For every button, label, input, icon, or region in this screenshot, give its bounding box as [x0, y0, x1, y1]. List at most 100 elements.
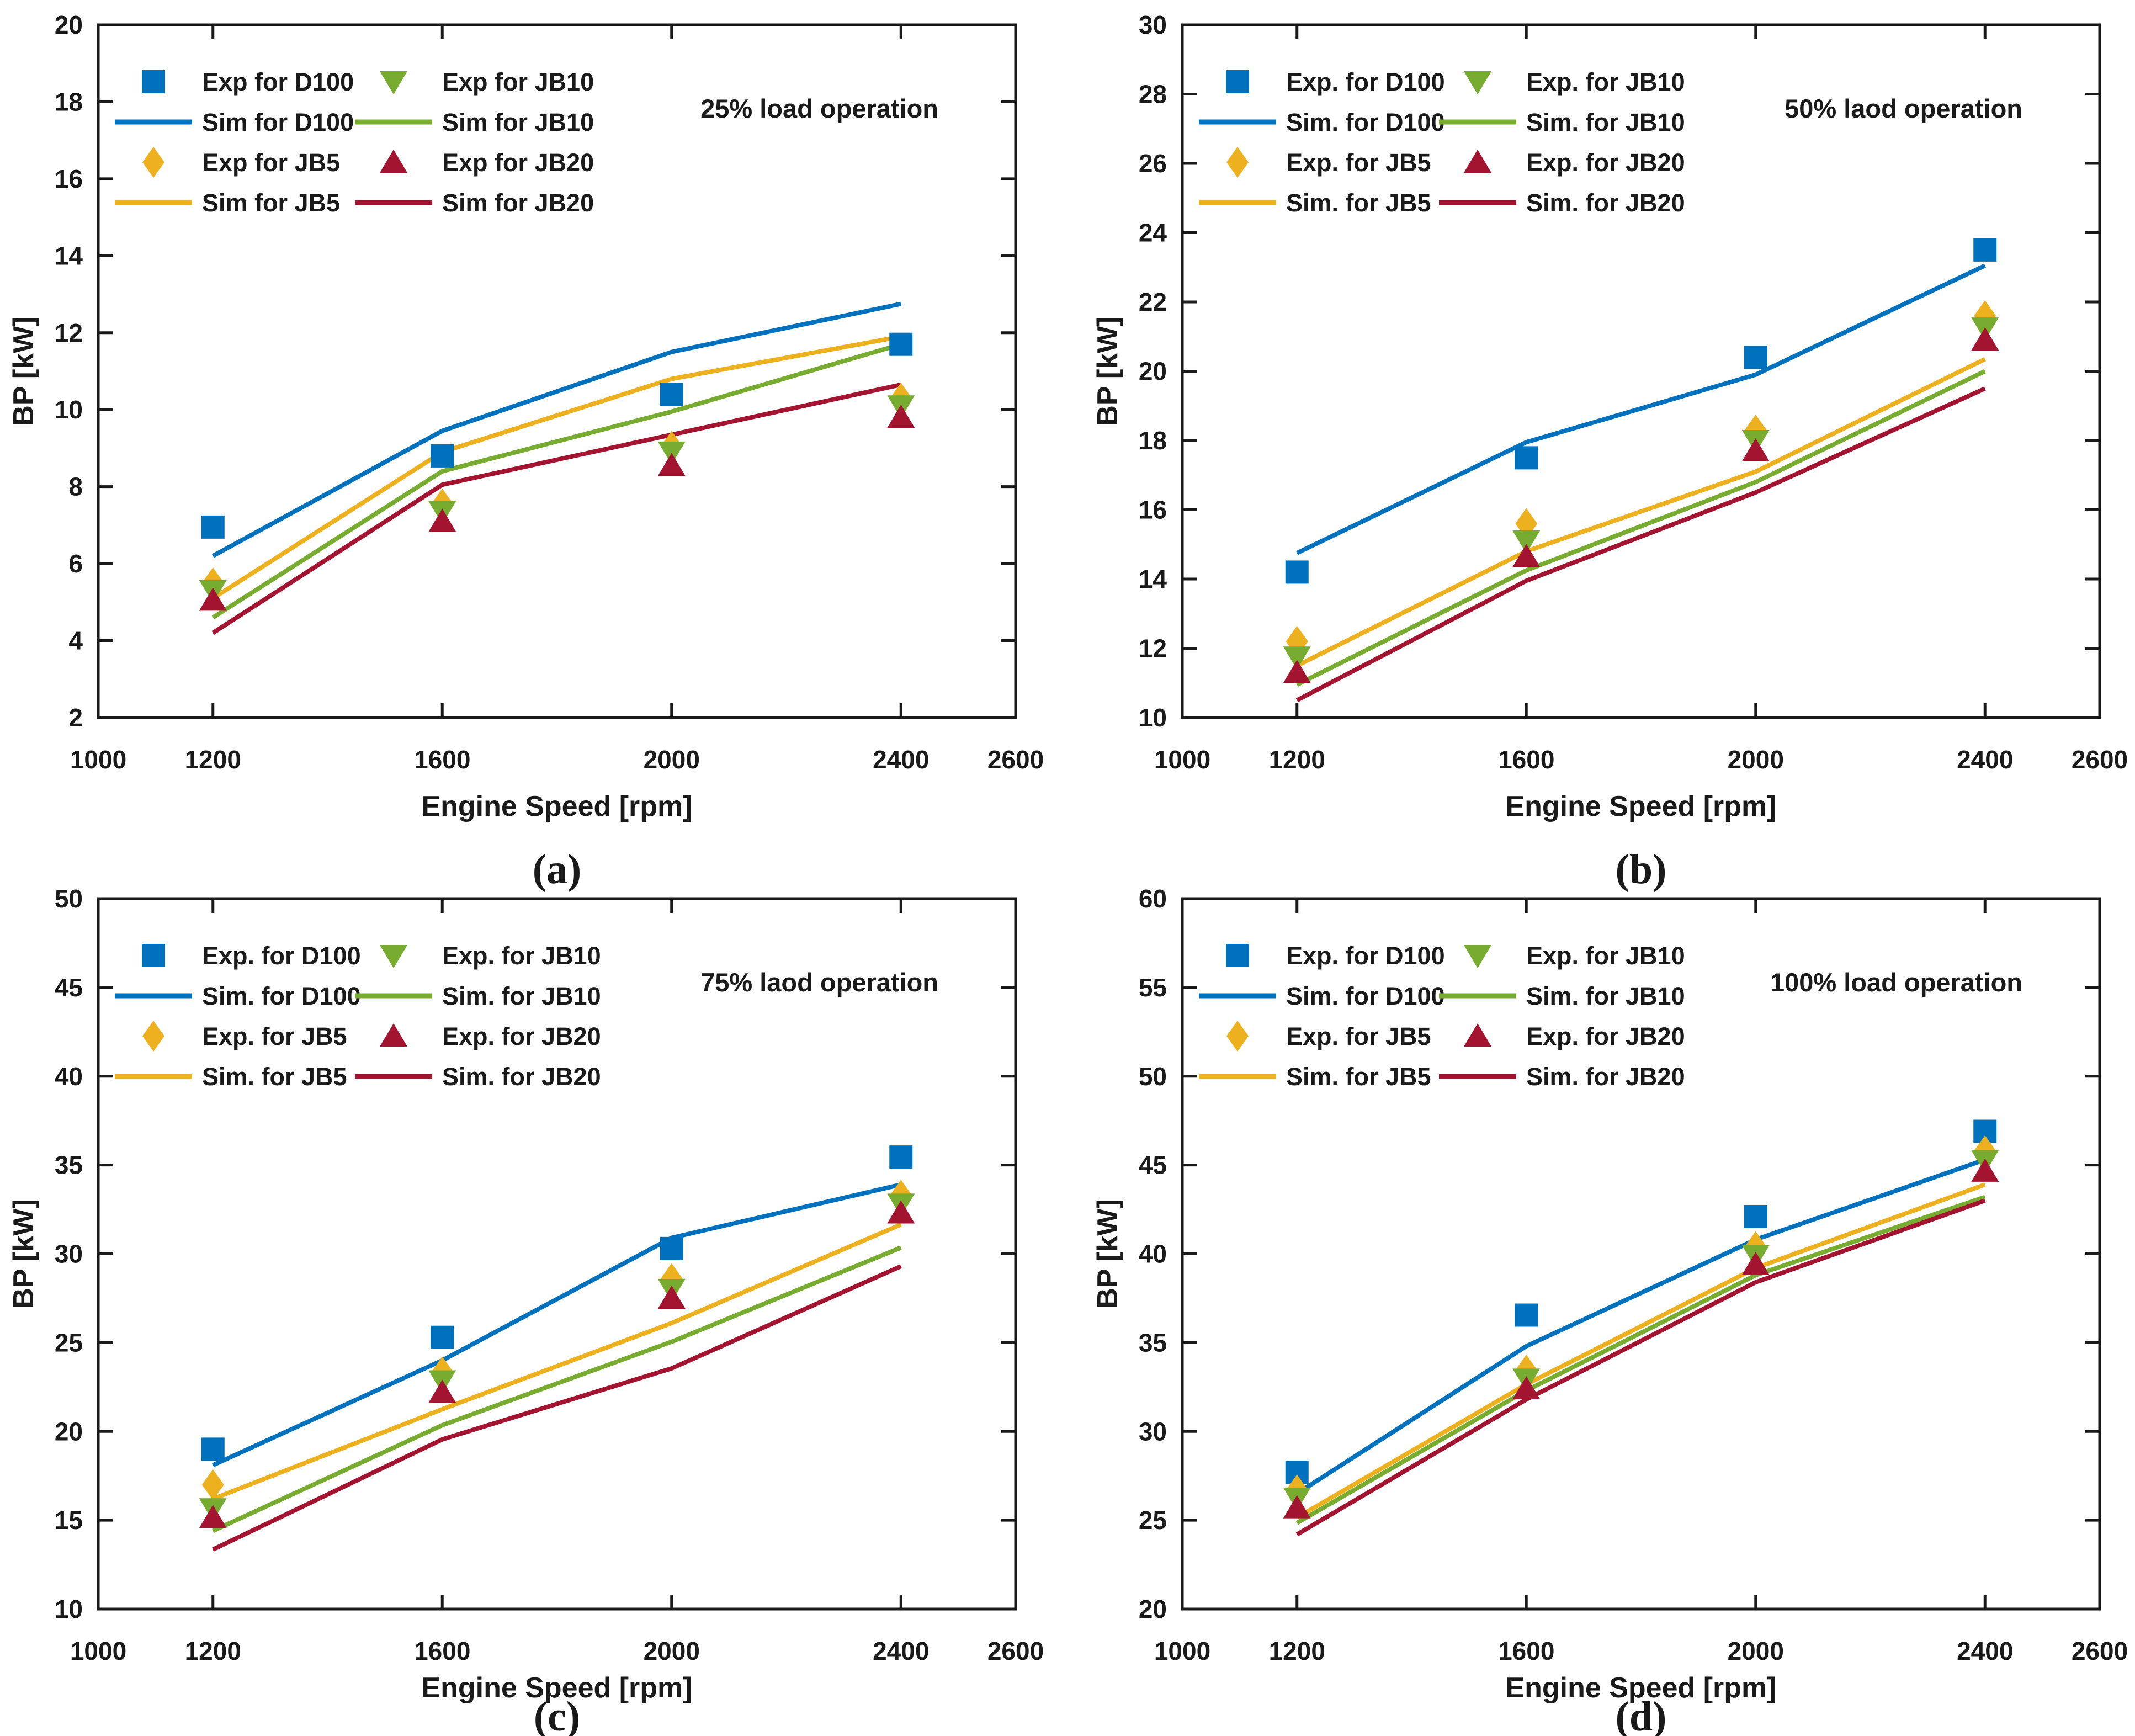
legend-marker-triangle-up	[1464, 150, 1491, 173]
marker-exp-for-jb20-2400	[1971, 327, 1999, 351]
x-tick-label: 2400	[1957, 745, 2013, 774]
y-tick-label: 20	[55, 1417, 83, 1446]
legend-label: Exp. for JB5	[202, 1022, 347, 1050]
y-tick-label: 25	[55, 1328, 83, 1357]
x-axis-label: Engine Speed [rpm]	[421, 790, 692, 822]
series-line-sim-for-jb20	[211, 382, 902, 635]
series-line-sim-for-jb5	[1295, 1182, 1986, 1520]
legend-label: Sim. for JB10	[1526, 108, 1685, 136]
marker-exp-for-jb20-1200	[199, 587, 227, 611]
legend-item-sim-for-d100: Sim. for D100	[1199, 982, 1445, 1010]
marker-exp-for-jb20-1200	[1283, 1495, 1311, 1519]
y-tick-label: 60	[1139, 884, 1167, 913]
legend-item-sim-for-jb10: Sim. for JB10	[1439, 108, 1685, 136]
series-line-sim-for-d100	[1296, 263, 1986, 555]
legend-label: Sim for JB20	[442, 189, 594, 217]
panel-label: (c)	[534, 1693, 580, 1736]
y-tick-label: 16	[1139, 496, 1167, 524]
x-tick-label: 2000	[644, 745, 700, 774]
y-tick-label: 22	[1139, 288, 1167, 316]
series-line-sim-for-jb20	[1295, 386, 1986, 703]
x-tick-label: 1000	[70, 745, 126, 774]
legend-marker-diamond	[142, 1021, 164, 1052]
marker-exp-for-jb10-1200	[1283, 646, 1311, 670]
x-tick-label: 1600	[1498, 1637, 1554, 1665]
series-line-sim-for-jb20	[1295, 1198, 1986, 1537]
legend: Exp for D100 Sim for D100 Exp for JB5 Sim f…	[115, 68, 594, 217]
y-tick-label: 30	[1139, 1417, 1167, 1446]
y-tick-label: 14	[1139, 565, 1167, 593]
marker-exp-for-d100-2400	[889, 1145, 913, 1169]
legend-item-sim-for-jb20: Sim. for JB20	[355, 1063, 601, 1091]
panel-label: (a)	[533, 846, 582, 893]
chart-a: 1000 1200 1600 2000 2400 2600 2 4 6 8 10 12 14 16 18 20…	[8, 10, 1044, 893]
series-line-sim-for-d100	[1295, 1158, 1986, 1496]
series-line-sim-for-jb5	[211, 334, 901, 601]
x-tick-label: 1200	[1269, 1637, 1325, 1665]
legend-marker-square	[1226, 70, 1249, 93]
legend-item-exp-for-jb5: Exp for JB5	[142, 147, 340, 178]
y-tick-label: 18	[1139, 426, 1167, 455]
y-tick-label: 26	[1139, 149, 1167, 178]
marker-exp-for-jb20-2400	[887, 405, 915, 428]
x-tick-label: 1200	[185, 745, 241, 774]
plot-box	[97, 23, 1017, 719]
legend-label: Sim. for JB20	[442, 1063, 601, 1091]
legend-label: Exp for JB5	[202, 148, 340, 177]
legend-marker-triangle-down	[380, 945, 407, 968]
legend-marker-square	[142, 70, 165, 93]
y-tick-label: 24	[1139, 219, 1167, 247]
legend-marker-triangle-down	[380, 71, 407, 94]
x-tick-label: 2600	[2072, 745, 2128, 774]
legend-label: Sim. for JB5	[1286, 1063, 1431, 1091]
legend-item-exp-for-d100: Exp. for D100	[1226, 68, 1445, 96]
legend-label: Sim. for D100	[202, 982, 361, 1010]
x-tick-label: 1200	[1269, 745, 1325, 774]
x-tick-label: 1600	[414, 745, 470, 774]
legend-item-sim-for-jb20: Sim. for JB20	[1439, 189, 1685, 217]
legend-item-sim-for-d100: Sim. for D100	[115, 982, 361, 1010]
y-tick-label: 45	[55, 973, 83, 1002]
legend-label: Exp. for JB10	[442, 942, 601, 970]
marker-exp-for-jb20-2000	[1741, 1251, 1770, 1275]
y-tick-label: 14	[55, 241, 83, 270]
y-tick-label: 35	[55, 1151, 83, 1180]
marker-exp-for-jb20-2000	[657, 453, 686, 476]
x-tick-label: 1600	[1498, 745, 1554, 774]
legend-marker-diamond	[1226, 1021, 1249, 1052]
y-tick-label: 8	[68, 473, 83, 501]
marker-exp-for-d100-1600	[431, 444, 454, 468]
panel-label: (b)	[1616, 846, 1667, 893]
y-tick-label: 30	[55, 1240, 83, 1268]
y-tick-label: 50	[55, 884, 83, 913]
x-tick-label: 2400	[873, 1637, 929, 1665]
legend-label: Sim for JB5	[202, 189, 340, 217]
marker-exp-for-jb5-1200	[201, 1469, 224, 1500]
legend-item-exp-for-d100: Exp for D100	[142, 68, 354, 96]
x-tick-label: 1600	[414, 1637, 470, 1665]
legend: Exp. for D100 Sim. for D100 Exp. for JB5 Si…	[1199, 68, 1685, 217]
legend-item-exp-for-jb20: Exp. for JB20	[1464, 1022, 1685, 1050]
y-tick-label: 28	[1139, 80, 1167, 109]
y-tick-label: 35	[1139, 1328, 1167, 1357]
legend-marker-triangle-down	[1464, 71, 1491, 94]
legend-item-sim-for-jb5: Sim. for JB5	[1199, 189, 1431, 217]
legend-marker-triangle-up	[380, 1023, 407, 1047]
legend-item-sim-for-jb5: Sim for JB5	[115, 189, 340, 217]
y-tick-label: 50	[1139, 1062, 1167, 1091]
y-axis-label: BP [kW]	[1092, 1199, 1124, 1308]
series-line-sim-for-jb10	[211, 342, 902, 620]
series-line-sim-for-jb20	[212, 1264, 902, 1552]
x-tick-label: 2600	[987, 745, 1044, 774]
legend-marker-diamond	[142, 147, 164, 178]
x-tick-label: 1000	[70, 1637, 126, 1665]
legend-label: Exp. for JB20	[1526, 148, 1685, 177]
series-line-sim-for-jb5	[1295, 357, 1987, 668]
series-line-sim-for-d100	[212, 1182, 902, 1468]
y-tick-label: 10	[1139, 703, 1167, 732]
marker-exp-for-jb20-1200	[199, 1505, 227, 1528]
legend-marker-triangle-up	[1464, 1023, 1491, 1047]
